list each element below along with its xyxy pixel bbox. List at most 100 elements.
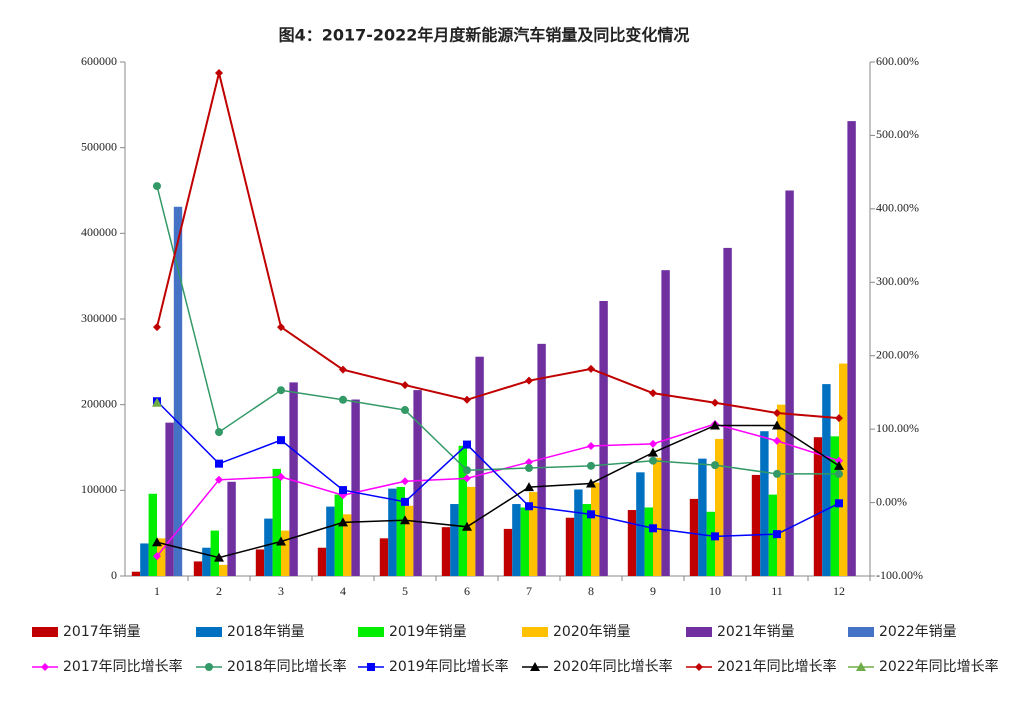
y-tick-label: 200000: [81, 396, 117, 410]
y-tick-label: 100000: [81, 482, 117, 496]
bar: [227, 481, 236, 576]
bar: [698, 458, 707, 576]
legend-label: 2019年销量: [389, 624, 467, 640]
line-marker: [711, 532, 719, 541]
bar: [317, 547, 327, 576]
line-marker: [463, 395, 471, 404]
legend-swatch: [196, 627, 222, 637]
line-marker: [215, 475, 223, 484]
bar: [140, 543, 149, 576]
x-tick-label: 3: [278, 584, 284, 598]
legend-label: 2020年销量: [553, 624, 631, 640]
bar: [751, 474, 761, 576]
bar: [193, 561, 203, 576]
bar: [351, 399, 360, 576]
line-marker: [463, 466, 471, 475]
legend-marker: [856, 662, 866, 671]
bar: [537, 343, 546, 576]
line-marker: [710, 420, 720, 430]
line-marker: [649, 389, 657, 398]
x-tick-label: 10: [709, 584, 721, 598]
line-marker: [773, 530, 781, 539]
line-marker: [277, 472, 285, 481]
legend-swatch: [848, 627, 874, 637]
bar: [413, 390, 422, 576]
legend-label: 2018年同比增长率: [227, 658, 347, 675]
line-marker: [277, 323, 285, 332]
line-marker: [400, 515, 410, 525]
legend-swatch: [686, 627, 712, 637]
x-tick-label: 8: [588, 584, 594, 598]
bar: [723, 247, 732, 576]
line-marker: [834, 460, 844, 470]
y2-tick-label: -100.00%: [876, 568, 923, 582]
line-marker: [215, 428, 223, 437]
line-marker: [773, 469, 781, 478]
line-marker: [835, 456, 843, 465]
bar: [599, 301, 608, 576]
legend-label: 2018年销量: [227, 624, 305, 640]
x-tick-label: 6: [464, 584, 470, 598]
bar: [475, 356, 484, 576]
line-marker: [339, 395, 347, 404]
x-tick-label: 4: [340, 584, 346, 598]
legend-marker: [367, 663, 375, 671]
x-tick-label: 7: [526, 584, 532, 598]
legend-label: 2021年同比增长率: [717, 658, 837, 675]
line-marker: [401, 497, 409, 506]
bar: [264, 518, 273, 576]
bar: [574, 489, 583, 576]
line-marker: [339, 365, 347, 374]
legend-marker: [695, 663, 703, 671]
y2-tick-label: 0.00%: [876, 494, 907, 508]
legend-label: 2019年同比增长率: [389, 658, 509, 675]
bar: [289, 382, 298, 576]
y2-tick-label: 600.00%: [876, 54, 919, 68]
legend-marker: [530, 662, 540, 671]
bar: [565, 517, 575, 576]
bar: [653, 457, 662, 576]
bar: [520, 507, 529, 576]
line: [156, 400, 840, 538]
line-marker: [153, 552, 161, 561]
line-marker: [277, 436, 285, 445]
line-marker: [153, 182, 161, 191]
line-marker: [338, 517, 348, 527]
bar: [334, 494, 343, 576]
bar: [173, 206, 183, 576]
line-marker: [773, 408, 781, 417]
line: [156, 423, 840, 557]
line-marker: [401, 406, 409, 415]
line-marker: [401, 477, 409, 486]
line-marker: [463, 440, 471, 449]
line-marker: [587, 461, 595, 470]
line-marker: [463, 474, 471, 483]
bar: [529, 492, 538, 576]
line-marker: [524, 482, 534, 492]
line-marker: [525, 464, 533, 473]
chart-title: 图4：2017-2022年月度新能源汽车销量及同比变化情况: [279, 26, 690, 45]
bar: [768, 494, 777, 576]
y2-tick-label: 400.00%: [876, 201, 919, 215]
line-marker: [711, 461, 719, 470]
bar: [689, 498, 699, 576]
x-tick-label: 5: [402, 584, 408, 598]
legend-marker: [41, 663, 49, 671]
bar: [661, 270, 670, 576]
line: [156, 72, 840, 420]
bar: [343, 514, 352, 576]
bar: [148, 493, 157, 576]
line-marker: [152, 537, 162, 547]
legend-label: 2017年销量: [63, 624, 141, 640]
bar: [822, 384, 831, 576]
bar: [210, 530, 219, 576]
y-tick-label: 500000: [81, 139, 117, 153]
line-marker: [773, 436, 781, 445]
line-marker: [835, 414, 843, 423]
bar: [785, 190, 794, 576]
bar: [202, 547, 211, 576]
legend-label: 2022年销量: [879, 624, 957, 640]
y-tick-label: 0: [111, 568, 117, 582]
bar: [636, 472, 645, 576]
bar: [255, 549, 265, 576]
